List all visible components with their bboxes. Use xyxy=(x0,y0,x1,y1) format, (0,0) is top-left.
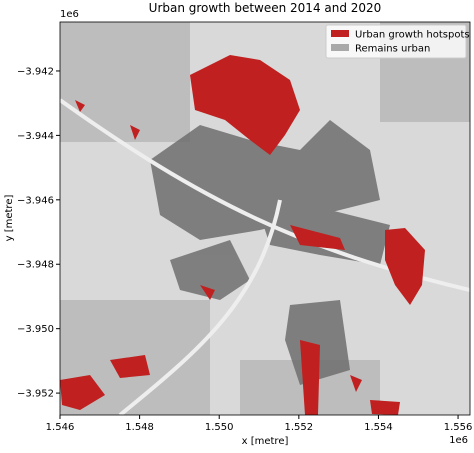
legend-label: Remains urban xyxy=(355,44,430,55)
x-tick-label: 1.552 xyxy=(285,422,314,433)
legend-label: Urban growth hotspots xyxy=(355,30,470,41)
y-tick-label: −3.942 xyxy=(17,66,54,77)
x-tick-label: 1.550 xyxy=(205,422,234,433)
chart-title: Urban growth between 2014 and 2020 xyxy=(149,1,382,15)
hotspot xyxy=(300,340,320,415)
y-offset-text: 1e6 xyxy=(60,9,79,20)
x-axis-label: x [metre] xyxy=(242,436,289,447)
x-tick-label: 1.548 xyxy=(125,422,154,433)
legend-swatch xyxy=(331,30,349,37)
hotspot xyxy=(110,355,150,378)
y-axis-label: y [metre] xyxy=(4,195,15,242)
hotspot xyxy=(290,225,345,250)
hotspot xyxy=(370,400,400,415)
hotspot xyxy=(130,125,140,140)
hotspot xyxy=(190,55,300,155)
y-tick-label: −3.952 xyxy=(17,389,54,400)
hotspot xyxy=(200,285,215,300)
x-offset-text: 1e6 xyxy=(449,435,468,446)
x-tick-label: 1.556 xyxy=(444,422,473,433)
y-tick-label: −3.944 xyxy=(17,131,54,142)
hotspot xyxy=(75,100,85,112)
hotspot xyxy=(60,375,105,410)
y-tick-label: −3.948 xyxy=(17,260,54,271)
x-tick-label: 1.546 xyxy=(46,422,75,433)
axes-frame xyxy=(59,21,471,416)
hotspot xyxy=(350,375,362,392)
y-tick-label: −3.950 xyxy=(17,324,54,335)
hotspot xyxy=(385,228,425,305)
y-tick-label: −3.946 xyxy=(17,195,54,206)
x-tick-label: 1.554 xyxy=(364,422,393,433)
legend-swatch xyxy=(331,44,349,51)
legend-box xyxy=(325,24,467,59)
